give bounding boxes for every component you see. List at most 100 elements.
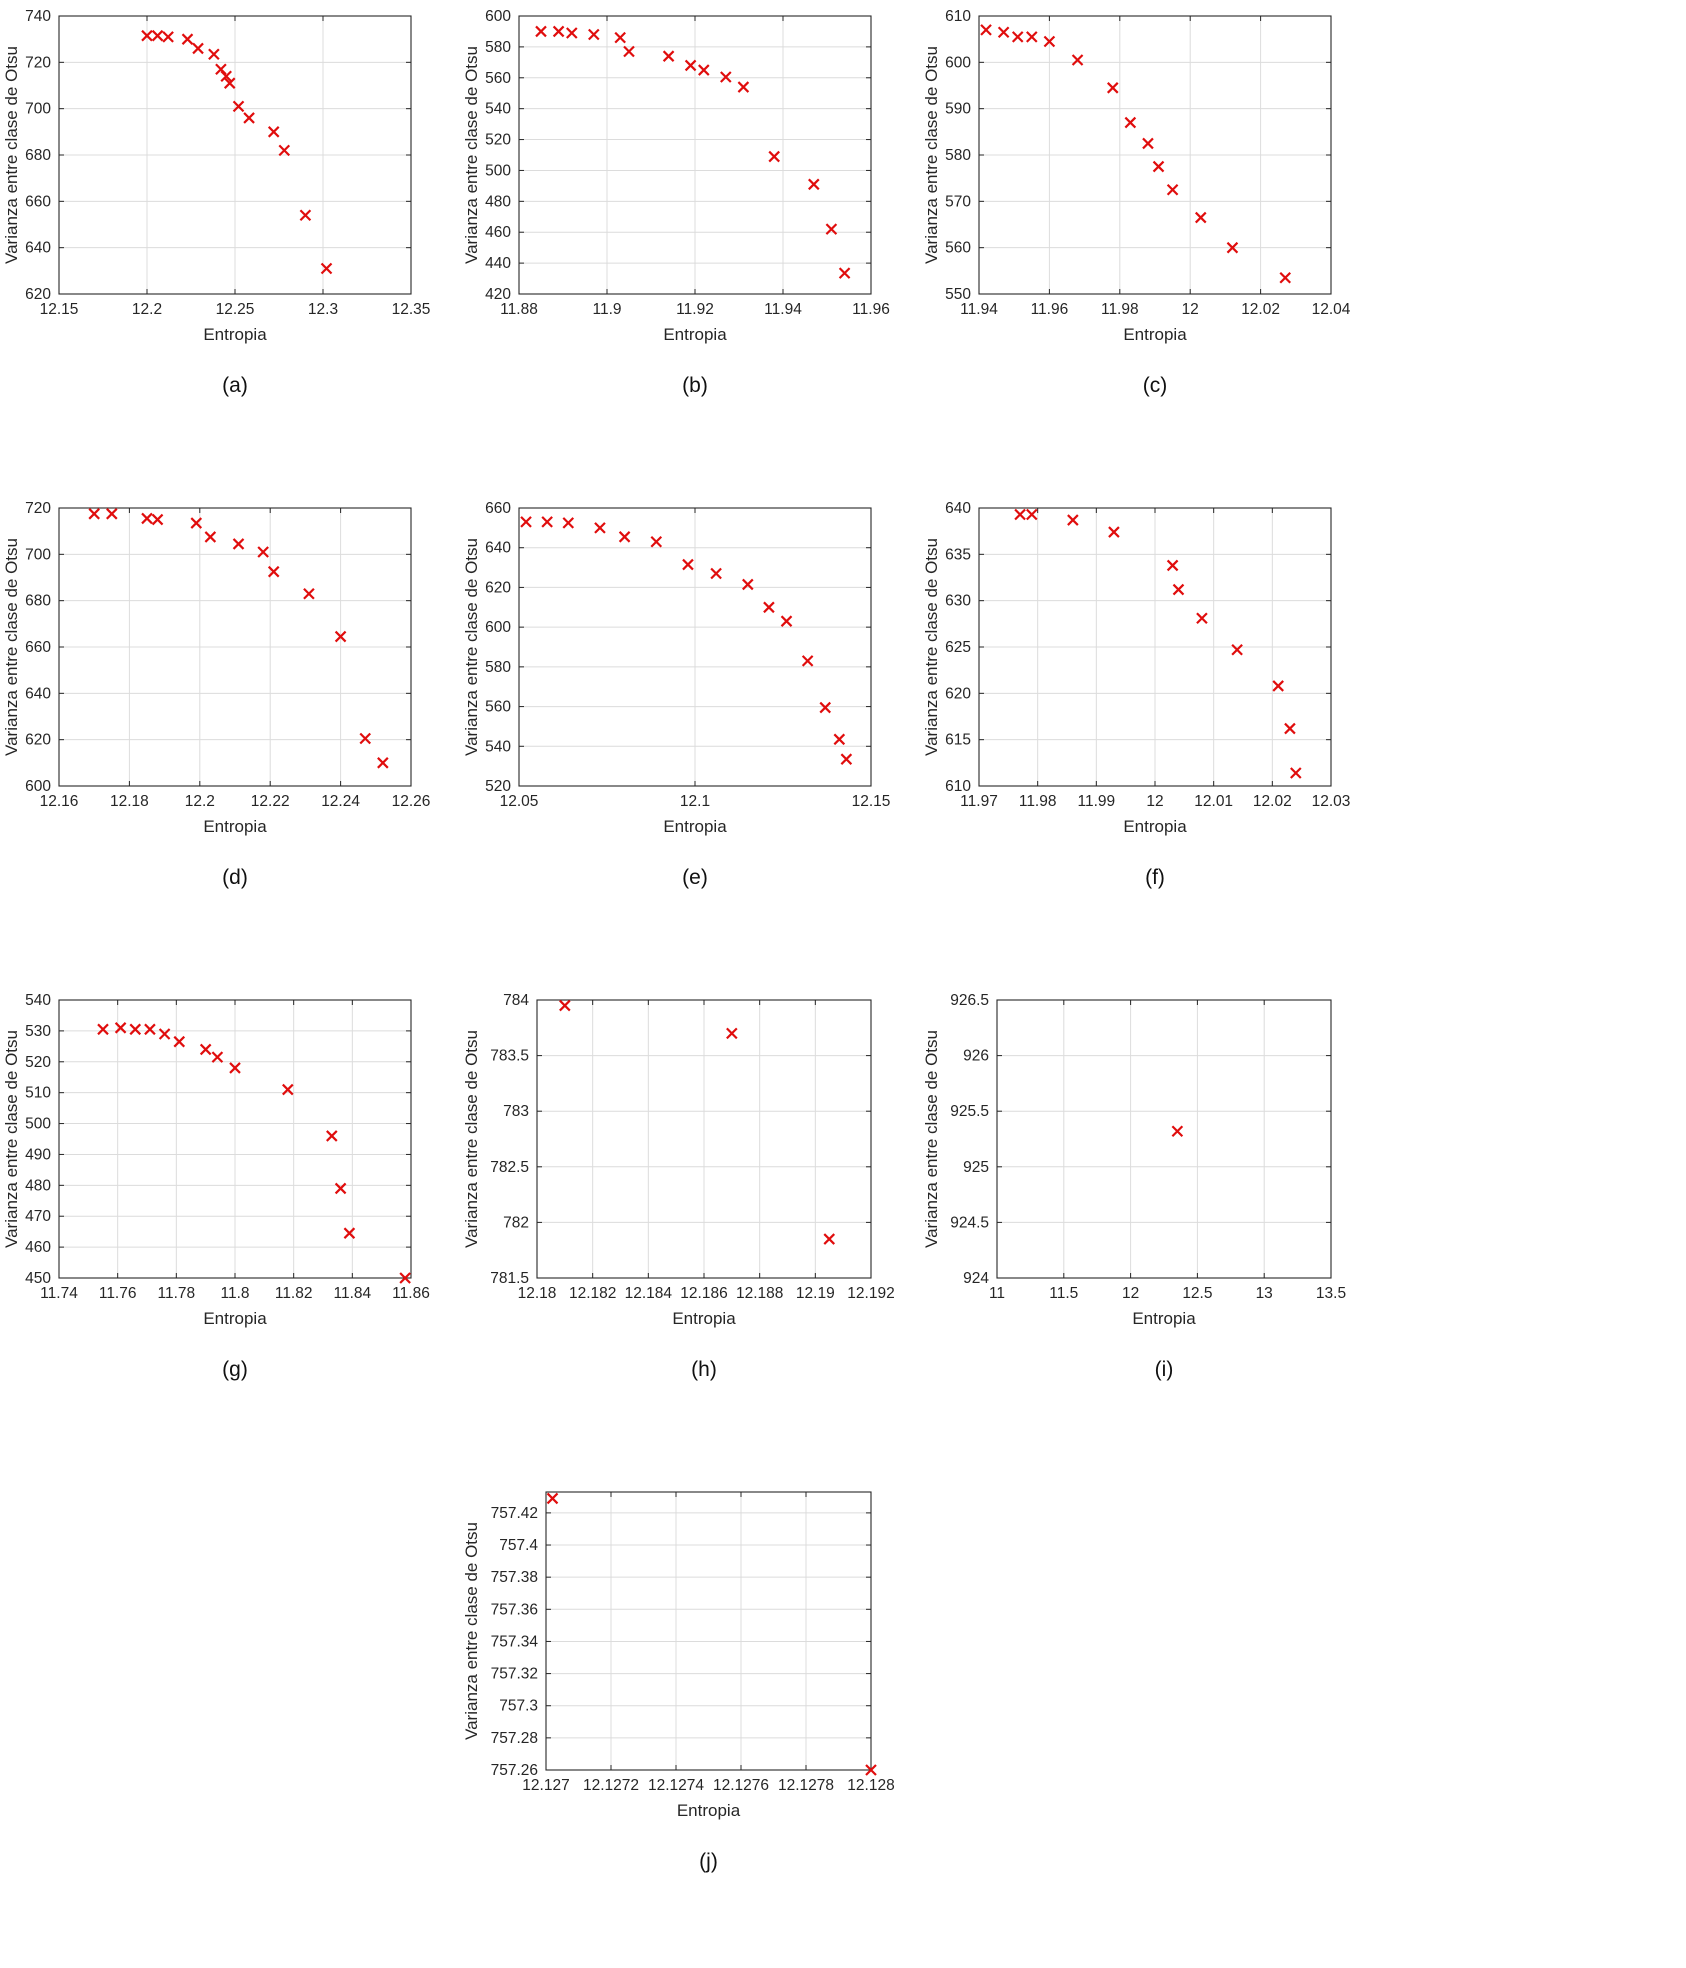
subplot-h: 12.18 12.182 12.184 12.186 12.188 12.19 12.192… — [462, 990, 924, 1386]
svg-text:Varianza entre clase de Otsu: Varianza entre clase de Otsu — [462, 1030, 481, 1248]
svg-text:11.86: 11.86 — [392, 1285, 430, 1302]
svg-text:640: 640 — [485, 540, 511, 557]
svg-text:12.22: 12.22 — [251, 793, 290, 810]
svg-text:Entropia: Entropia — [1123, 817, 1187, 836]
svg-text:Entropia: Entropia — [203, 1309, 267, 1328]
svg-text:600: 600 — [485, 619, 511, 636]
svg-text:420: 420 — [485, 286, 511, 303]
subplot-i: 11 11.5 12 12.5 13 13.5 924 924.5 925 925.5 926 926… — [922, 990, 1384, 1386]
svg-text:13: 13 — [1256, 1285, 1273, 1302]
svg-text:12.128: 12.128 — [847, 1777, 894, 1794]
scatter-plot-e: 12.05 12.1 12.15 520 540 560 580 600 620 640 660 En… — [462, 498, 924, 844]
svg-text:560: 560 — [485, 699, 511, 716]
scatter-plot-h: 12.18 12.182 12.184 12.186 12.188 12.19 12.192… — [462, 990, 924, 1336]
svg-text:12.186: 12.186 — [680, 1285, 727, 1302]
svg-text:11.76: 11.76 — [99, 1285, 137, 1302]
svg-text:Entropia: Entropia — [1132, 1309, 1196, 1328]
svg-text:12.182: 12.182 — [569, 1285, 616, 1302]
svg-text:520: 520 — [485, 132, 511, 149]
svg-text:600: 600 — [25, 778, 51, 795]
svg-text:12: 12 — [1122, 1285, 1139, 1302]
svg-text:660: 660 — [485, 500, 511, 517]
subplot-h-caption: (h) — [691, 1358, 717, 1381]
subplot-j: 12.127 12.1272 12.1274 12.1276 12.1278 12.128… — [462, 1482, 924, 1878]
svg-text:12.127: 12.127 — [522, 1777, 569, 1794]
subplot-g-caption: (g) — [222, 1358, 248, 1381]
figure-grid: 12.15 12.2 12.25 12.3 12.35 620 640 660 680 700 72… — [2, 6, 1384, 1878]
svg-text:925.5: 925.5 — [950, 1103, 989, 1120]
scatter-plot-j: 12.127 12.1272 12.1274 12.1276 12.1278 12.128… — [462, 1482, 924, 1828]
svg-text:12.1274: 12.1274 — [648, 1777, 704, 1794]
svg-text:757.38: 757.38 — [491, 1569, 538, 1586]
svg-text:12.2: 12.2 — [132, 301, 162, 318]
svg-text:12.188: 12.188 — [736, 1285, 783, 1302]
svg-text:12: 12 — [1182, 301, 1199, 318]
svg-text:12.15: 12.15 — [852, 793, 891, 810]
svg-text:460: 460 — [485, 224, 511, 241]
subplot-a-caption: (a) — [222, 374, 248, 397]
svg-text:600: 600 — [485, 8, 511, 25]
svg-text:11.94: 11.94 — [960, 301, 998, 318]
svg-text:926.5: 926.5 — [950, 992, 989, 1009]
svg-text:460: 460 — [25, 1239, 51, 1256]
svg-text:500: 500 — [485, 162, 511, 179]
svg-text:12.3: 12.3 — [308, 301, 338, 318]
svg-text:580: 580 — [485, 659, 511, 676]
svg-text:12.05: 12.05 — [500, 793, 539, 810]
svg-text:12.5: 12.5 — [1182, 1285, 1212, 1302]
svg-text:590: 590 — [945, 101, 971, 118]
svg-text:720: 720 — [25, 500, 51, 517]
scatter-plot-i: 11 11.5 12 12.5 13 13.5 924 924.5 925 925.5 926 926… — [922, 990, 1384, 1336]
svg-text:450: 450 — [25, 1270, 51, 1287]
svg-text:Varianza entre clase de Otsu: Varianza entre clase de Otsu — [922, 538, 941, 756]
svg-text:Varianza entre clase de Otsu: Varianza entre clase de Otsu — [2, 1030, 21, 1248]
svg-text:757.36: 757.36 — [491, 1601, 538, 1618]
scatter-plot-d: 12.16 12.18 12.2 12.22 12.24 12.26 600 620 640 66… — [2, 498, 464, 844]
svg-text:12.02: 12.02 — [1241, 301, 1280, 318]
svg-text:13.5: 13.5 — [1316, 1285, 1346, 1302]
svg-text:550: 550 — [945, 286, 971, 303]
svg-text:740: 740 — [25, 8, 51, 25]
svg-text:11.94: 11.94 — [764, 301, 802, 318]
subplot-b: 11.88 11.9 11.92 11.94 11.96 420 440 460 480 500 5… — [462, 6, 924, 402]
svg-text:12.18: 12.18 — [110, 793, 149, 810]
svg-text:12: 12 — [1146, 793, 1163, 810]
svg-text:11.96: 11.96 — [852, 301, 890, 318]
svg-text:580: 580 — [485, 39, 511, 56]
svg-text:640: 640 — [25, 685, 51, 702]
svg-text:680: 680 — [25, 593, 51, 610]
svg-text:12.03: 12.03 — [1312, 793, 1351, 810]
svg-text:480: 480 — [485, 193, 511, 210]
svg-text:660: 660 — [25, 193, 51, 210]
svg-text:782.5: 782.5 — [490, 1159, 529, 1176]
svg-text:620: 620 — [25, 286, 51, 303]
svg-text:11.82: 11.82 — [275, 1285, 313, 1302]
subplot-b-caption: (b) — [682, 374, 708, 397]
svg-text:Entropia: Entropia — [672, 1309, 736, 1328]
subplot-e: 12.05 12.1 12.15 520 540 560 580 600 620 640 660 En… — [462, 498, 924, 894]
svg-text:11.78: 11.78 — [158, 1285, 196, 1302]
svg-text:757.26: 757.26 — [491, 1762, 538, 1779]
svg-text:440: 440 — [485, 255, 511, 272]
svg-text:610: 610 — [945, 778, 971, 795]
scatter-plot-f: 11.97 11.98 11.99 12 12.01 12.02 12.03 610 615 62… — [922, 498, 1384, 844]
subplot-d-caption: (d) — [222, 866, 248, 889]
svg-text:Varianza entre clase de Otsu: Varianza entre clase de Otsu — [922, 46, 941, 264]
svg-text:12.1: 12.1 — [680, 793, 710, 810]
svg-text:11: 11 — [989, 1285, 1005, 1302]
svg-text:12.2: 12.2 — [185, 793, 215, 810]
subplot-g: 11.74 11.76 11.78 11.8 11.82 11.84 11.86 450 460… — [2, 990, 464, 1386]
svg-text:Entropia: Entropia — [663, 817, 727, 836]
svg-text:570: 570 — [945, 193, 971, 210]
svg-text:757.3: 757.3 — [499, 1698, 538, 1715]
svg-text:781.5: 781.5 — [490, 1270, 529, 1287]
svg-text:620: 620 — [945, 685, 971, 702]
svg-text:Entropia: Entropia — [663, 325, 727, 344]
svg-text:560: 560 — [485, 70, 511, 87]
svg-text:12.35: 12.35 — [392, 301, 431, 318]
svg-text:11.98: 11.98 — [1101, 301, 1139, 318]
svg-text:540: 540 — [485, 101, 511, 118]
scatter-plot-c: 11.94 11.96 11.98 12 12.02 12.04 550 560 570 580 5… — [922, 6, 1384, 352]
svg-text:12.184: 12.184 — [625, 1285, 673, 1302]
svg-text:757.34: 757.34 — [491, 1633, 539, 1650]
